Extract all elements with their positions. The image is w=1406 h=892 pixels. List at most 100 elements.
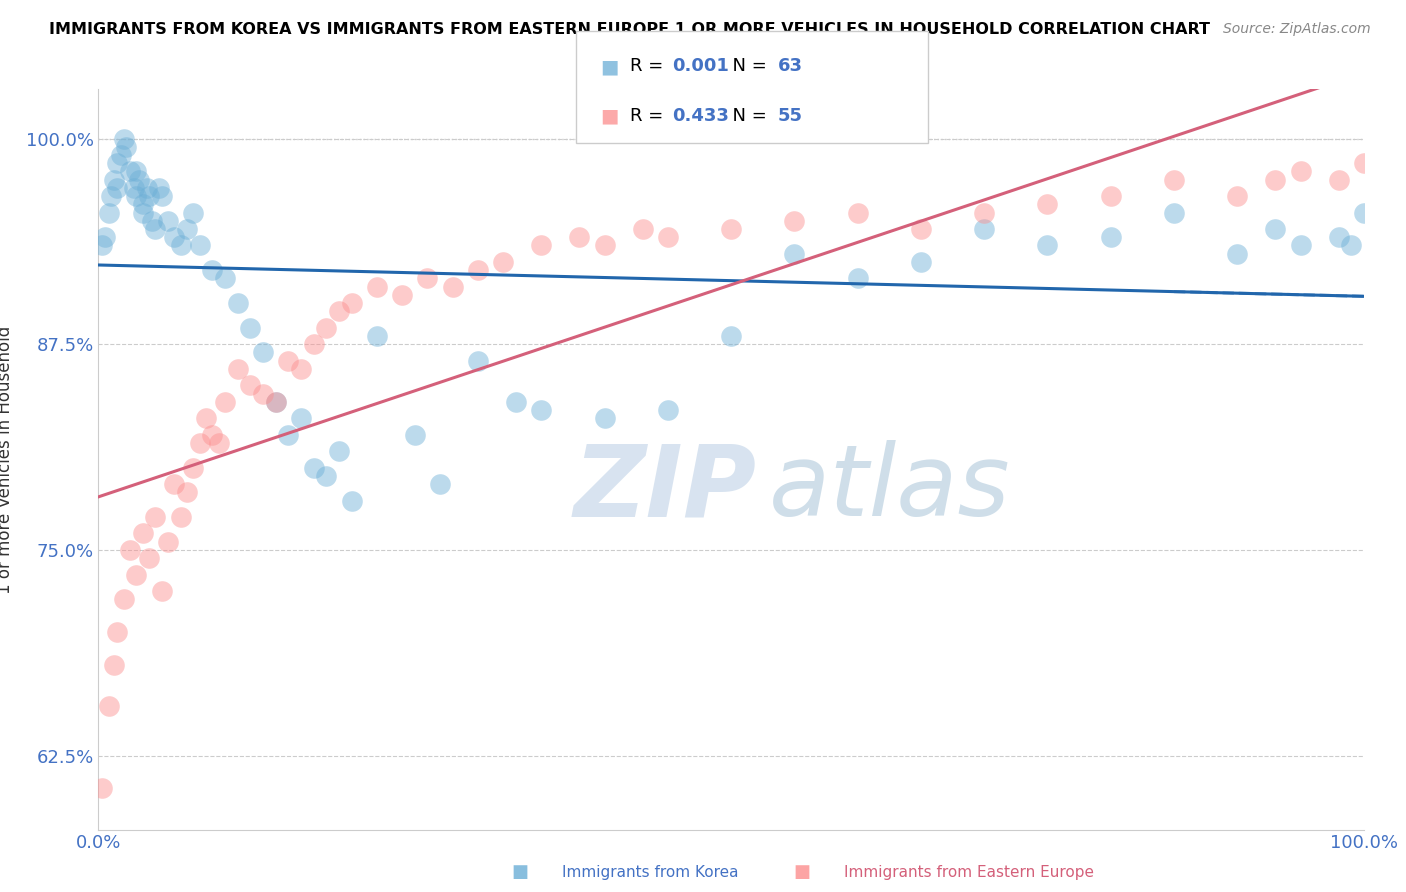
Point xyxy=(201,427,224,442)
Text: Immigrants from Korea: Immigrants from Korea xyxy=(562,865,740,880)
Point xyxy=(1163,205,1185,219)
Point xyxy=(328,444,350,458)
Text: Immigrants from Eastern Europe: Immigrants from Eastern Europe xyxy=(844,865,1094,880)
Point xyxy=(214,394,236,409)
Point xyxy=(1340,238,1362,252)
Point xyxy=(107,156,129,170)
Text: IMMIGRANTS FROM KOREA VS IMMIGRANTS FROM EASTERN EUROPE 1 OR MORE VEHICLES IN HO: IMMIGRANTS FROM KOREA VS IMMIGRANTS FROM… xyxy=(49,22,1211,37)
Point xyxy=(973,222,995,236)
Point xyxy=(1289,164,1312,178)
Point xyxy=(1226,246,1249,260)
Point xyxy=(103,172,125,186)
Point xyxy=(973,205,995,219)
Point xyxy=(239,320,262,334)
Point xyxy=(328,304,350,318)
Point xyxy=(150,584,173,599)
Point xyxy=(148,181,170,195)
Point xyxy=(1353,156,1375,170)
Point xyxy=(720,222,742,236)
Point xyxy=(107,625,129,640)
Point xyxy=(593,238,616,252)
Point xyxy=(135,181,157,195)
Point xyxy=(530,403,553,417)
Point xyxy=(157,214,180,228)
Point xyxy=(441,279,464,293)
Point xyxy=(631,222,654,236)
Point xyxy=(264,394,287,409)
Y-axis label: 1 or more Vehicles in Household: 1 or more Vehicles in Household xyxy=(0,326,14,593)
Point xyxy=(505,394,527,409)
Point xyxy=(115,140,138,154)
Point xyxy=(1353,205,1375,219)
Text: ■: ■ xyxy=(793,863,810,881)
Point xyxy=(657,230,679,244)
Point xyxy=(132,205,155,219)
Point xyxy=(103,658,125,673)
Point xyxy=(214,271,236,285)
Point xyxy=(315,320,337,334)
Text: R =: R = xyxy=(630,107,669,125)
Point xyxy=(128,172,150,186)
Point xyxy=(846,271,869,285)
Text: atlas: atlas xyxy=(769,441,1011,538)
Point xyxy=(467,263,489,277)
Point xyxy=(252,345,274,359)
Point xyxy=(125,164,148,178)
Point xyxy=(125,567,148,582)
Point xyxy=(1036,197,1059,211)
Point xyxy=(226,296,249,310)
Point xyxy=(1289,238,1312,252)
Point xyxy=(188,238,211,252)
Point xyxy=(91,781,114,796)
Point xyxy=(132,526,155,541)
Point xyxy=(132,197,155,211)
Point xyxy=(163,477,186,491)
Text: N =: N = xyxy=(721,107,773,125)
Point xyxy=(290,411,312,425)
Point xyxy=(429,477,451,491)
Point xyxy=(163,230,186,244)
Point xyxy=(783,246,806,260)
Point xyxy=(340,493,363,508)
Point xyxy=(138,189,160,203)
Point xyxy=(467,353,489,368)
Point xyxy=(226,362,249,376)
Text: N =: N = xyxy=(721,57,773,76)
Point xyxy=(201,263,224,277)
Point xyxy=(150,189,173,203)
Point xyxy=(252,386,274,401)
Point xyxy=(391,288,413,302)
Text: 55: 55 xyxy=(778,107,803,125)
Text: ■: ■ xyxy=(600,106,619,125)
Point xyxy=(568,230,591,244)
Point xyxy=(239,378,262,392)
Point xyxy=(176,222,198,236)
Point xyxy=(157,534,180,549)
Point xyxy=(112,592,135,607)
Text: 0.001: 0.001 xyxy=(672,57,728,76)
Point xyxy=(1226,189,1249,203)
Text: ■: ■ xyxy=(600,57,619,76)
Point xyxy=(416,271,439,285)
Point xyxy=(1099,189,1122,203)
Point xyxy=(1327,230,1350,244)
Point xyxy=(910,222,932,236)
Point xyxy=(141,214,163,228)
Point xyxy=(302,460,325,475)
Point xyxy=(110,148,132,162)
Point xyxy=(208,436,231,450)
Point xyxy=(145,222,166,236)
Text: 63: 63 xyxy=(778,57,803,76)
Point xyxy=(97,699,120,714)
Point xyxy=(720,329,742,343)
Point xyxy=(1264,222,1286,236)
Point xyxy=(1264,172,1286,186)
Point xyxy=(183,205,205,219)
Text: Source: ZipAtlas.com: Source: ZipAtlas.com xyxy=(1223,22,1371,37)
Point xyxy=(657,403,679,417)
Point xyxy=(366,279,388,293)
Point xyxy=(404,427,426,442)
Point xyxy=(846,205,869,219)
Point xyxy=(290,362,312,376)
Point xyxy=(138,551,160,566)
